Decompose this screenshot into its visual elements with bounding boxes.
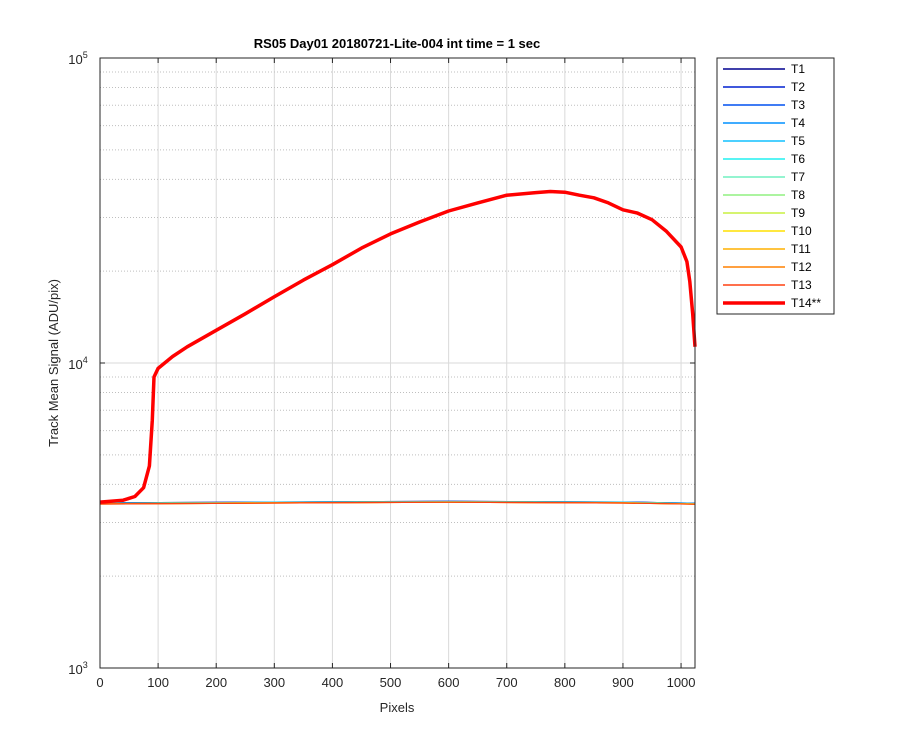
legend-label: T12 (791, 260, 812, 274)
x-tick-label: 700 (496, 675, 518, 690)
y-axis-label: Track Mean Signal (ADU/pix) (46, 279, 61, 447)
y-axis: 103 104 105 (68, 50, 695, 677)
y-tick-label: 105 (68, 50, 87, 67)
grid (99, 58, 695, 669)
x-tick-label: 800 (554, 675, 576, 690)
series-line-T14 (99, 189, 697, 504)
x-tick-label: 0 (96, 675, 103, 690)
legend-label: T3 (791, 98, 805, 112)
x-axis: 0 100 200 300 400 500 600 700 800 900 1000 (96, 58, 696, 690)
legend-label: T10 (791, 224, 812, 238)
legend-label: T5 (791, 134, 805, 148)
legend-label: T11 (791, 242, 811, 256)
y-tick-label: 104 (68, 355, 87, 372)
x-tick-label: 1000 (667, 675, 696, 690)
x-tick-label: 200 (205, 675, 227, 690)
legend-label: T2 (791, 80, 805, 94)
x-axis-label: Pixels (380, 700, 415, 715)
legend-label: T8 (791, 188, 805, 202)
x-tick-label: 100 (147, 675, 169, 690)
x-tick-label: 900 (612, 675, 634, 690)
y-tick-label: 103 (68, 660, 87, 677)
legend-label: T14** (791, 296, 821, 310)
legend-box (716, 57, 835, 315)
x-tick-label: 600 (438, 675, 460, 690)
legend-label: T6 (791, 152, 805, 166)
legend-label: T13 (791, 278, 812, 292)
x-tick-label: 500 (380, 675, 402, 690)
chart-title: RS05 Day01 20180721-Lite-004 int time = … (254, 36, 541, 51)
legend-label: T4 (791, 116, 805, 130)
legend-label: T9 (791, 206, 805, 220)
legend: T1 T2 T3 T4 T5 T6 T7 T8 T9 T10 T11 T12 T13 T14** (716, 57, 835, 315)
x-tick-label: 300 (263, 675, 285, 690)
x-tick-label: 400 (322, 675, 344, 690)
series-line-T13 (99, 501, 696, 505)
legend-label: T7 (791, 170, 805, 184)
legend-label: T1 (791, 62, 805, 76)
series-layer (99, 189, 697, 505)
